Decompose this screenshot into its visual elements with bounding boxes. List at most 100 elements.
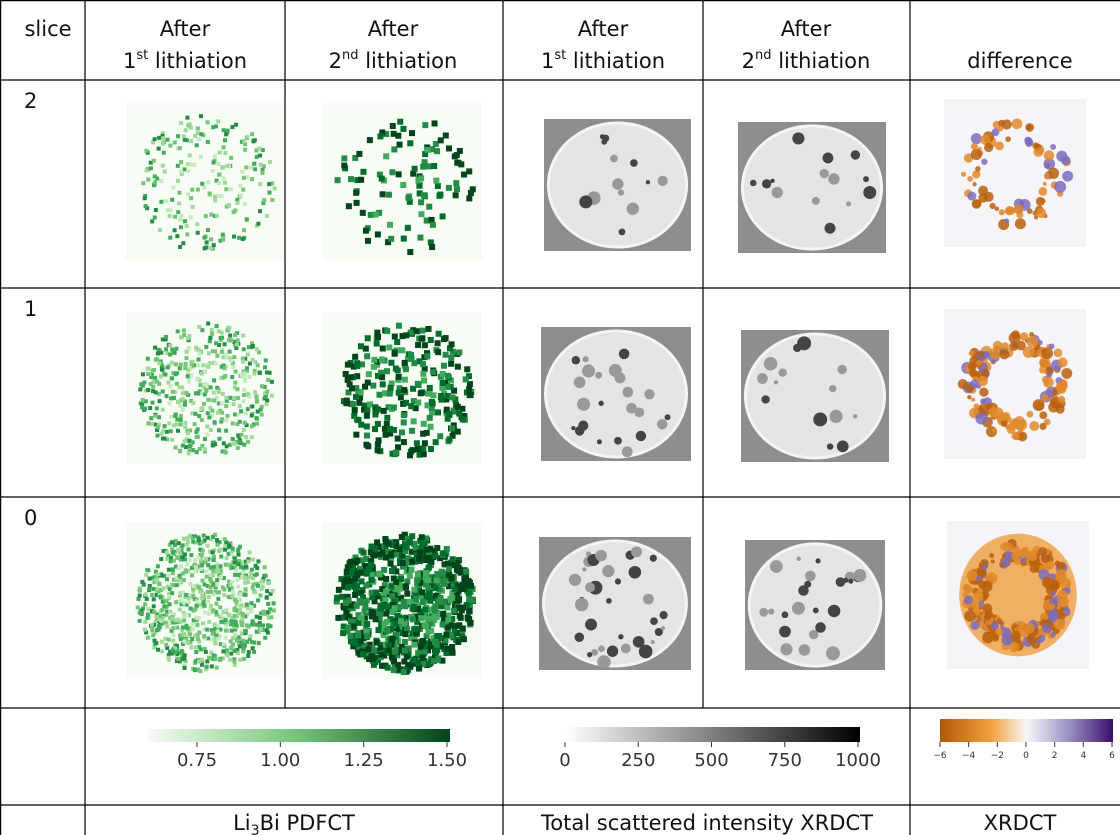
pixel — [246, 352, 250, 356]
pixel — [211, 550, 215, 554]
pixel — [207, 595, 211, 599]
spot — [848, 579, 853, 584]
pixel — [371, 364, 377, 370]
pixel — [223, 138, 227, 142]
blob — [1054, 619, 1065, 630]
pixel — [209, 428, 213, 432]
pixel — [194, 646, 198, 650]
pixel — [176, 548, 180, 552]
pixel — [181, 408, 185, 412]
pixel — [205, 659, 209, 663]
pixel — [140, 612, 144, 616]
spot — [809, 630, 818, 639]
pixel — [153, 346, 157, 350]
pixel — [265, 402, 269, 406]
blob — [1005, 206, 1014, 215]
pixel — [215, 324, 219, 328]
pixel — [435, 183, 441, 189]
pixel — [410, 657, 416, 663]
spot — [597, 439, 602, 444]
pixel — [196, 427, 200, 431]
pixel — [178, 245, 182, 249]
pixel — [392, 334, 398, 340]
pixel — [389, 593, 395, 599]
pixel — [236, 549, 240, 553]
pixel — [265, 595, 269, 599]
pixel — [394, 339, 400, 345]
pixel — [420, 361, 426, 367]
pixel — [360, 169, 366, 175]
pixel — [195, 222, 199, 226]
pixel — [224, 563, 228, 567]
pixel — [225, 608, 229, 612]
pixel — [387, 426, 393, 432]
pixel — [228, 658, 232, 662]
pixel — [270, 380, 274, 384]
pixel — [222, 642, 226, 646]
pixel — [154, 578, 158, 582]
blob — [1000, 543, 1008, 551]
pixel — [166, 138, 170, 142]
pixel — [238, 404, 242, 408]
pixel — [399, 534, 405, 540]
pixel — [177, 657, 181, 661]
pixel — [429, 399, 435, 405]
blob — [982, 632, 993, 643]
pixel — [384, 415, 390, 421]
colorbar-tick-label: 0 — [1023, 751, 1029, 761]
pixel — [268, 191, 272, 195]
blob — [993, 636, 999, 642]
pixel — [422, 122, 428, 128]
pixel — [189, 215, 193, 219]
pixel — [360, 651, 366, 657]
pixel — [270, 394, 274, 398]
pixel — [422, 440, 428, 446]
pixel — [348, 638, 354, 644]
spot — [757, 373, 768, 384]
pixel — [250, 605, 254, 609]
pixel — [238, 545, 242, 549]
pixel — [440, 611, 446, 617]
pixel — [187, 600, 191, 604]
pixel — [179, 160, 183, 164]
pixel — [379, 356, 385, 362]
pixel — [213, 622, 217, 626]
pixel — [237, 553, 241, 557]
blob — [1027, 551, 1037, 561]
ordinal: 1 — [123, 49, 136, 73]
pixel — [170, 198, 174, 202]
pixel — [188, 444, 192, 448]
blob — [1044, 381, 1049, 386]
colorbar-tick-label: 1000 — [835, 750, 881, 771]
pixel — [401, 412, 407, 418]
pixel — [259, 163, 263, 167]
pixel — [182, 632, 186, 636]
pixel — [188, 153, 192, 157]
pixel — [385, 642, 391, 648]
pixel — [211, 443, 215, 447]
pixel — [152, 159, 156, 163]
pixel — [255, 572, 259, 576]
pixel — [250, 177, 254, 181]
pixel — [236, 446, 240, 450]
pixel — [397, 142, 403, 148]
pixel — [162, 151, 166, 155]
pixel — [452, 586, 458, 592]
pixel — [415, 571, 421, 577]
pixel — [246, 654, 250, 658]
pixel — [231, 547, 235, 551]
pixel — [167, 594, 171, 598]
spot — [574, 377, 586, 389]
pixel — [258, 209, 262, 213]
pixel — [341, 579, 347, 585]
colorbar-tick-label: 2 — [1052, 751, 1058, 761]
pixel — [399, 429, 405, 435]
pixel — [345, 362, 351, 368]
pixel — [200, 372, 204, 376]
pixel — [356, 400, 362, 406]
pixel — [223, 449, 227, 453]
pixel — [194, 569, 198, 573]
pixel — [421, 451, 427, 457]
pixel — [203, 447, 207, 451]
blob — [1037, 639, 1042, 644]
